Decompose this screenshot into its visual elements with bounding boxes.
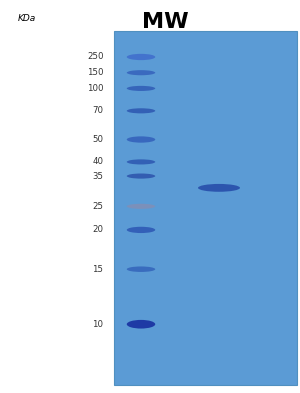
Ellipse shape [127, 86, 155, 91]
Ellipse shape [127, 54, 155, 60]
Ellipse shape [127, 204, 155, 209]
Ellipse shape [127, 174, 155, 178]
Ellipse shape [127, 160, 155, 164]
Text: 35: 35 [92, 172, 104, 180]
Ellipse shape [127, 136, 155, 143]
Ellipse shape [198, 184, 240, 192]
Ellipse shape [127, 70, 155, 75]
FancyBboxPatch shape [114, 31, 297, 385]
Text: KDa: KDa [18, 14, 36, 23]
Ellipse shape [127, 266, 155, 272]
Text: 250: 250 [87, 53, 104, 61]
Ellipse shape [127, 227, 155, 233]
Text: 10: 10 [92, 320, 104, 329]
Text: 40: 40 [92, 158, 104, 166]
Text: 70: 70 [92, 107, 104, 115]
Text: 20: 20 [92, 226, 104, 234]
Text: 15: 15 [92, 265, 104, 274]
Text: 100: 100 [87, 84, 104, 93]
Text: 150: 150 [87, 68, 104, 77]
Ellipse shape [127, 108, 155, 114]
Text: 25: 25 [92, 202, 104, 211]
Ellipse shape [127, 320, 155, 329]
Text: MW: MW [142, 12, 188, 32]
Text: 50: 50 [92, 135, 104, 144]
